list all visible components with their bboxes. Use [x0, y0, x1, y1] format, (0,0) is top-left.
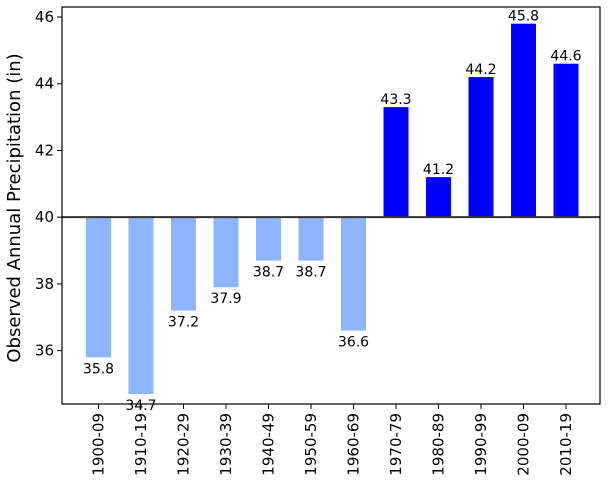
data-label-1980-89: 41.2	[423, 162, 454, 178]
y-tick-label: 36	[35, 342, 54, 360]
bar-1970-79	[383, 107, 409, 218]
x-tick-label-1940-49: 1940-49	[260, 413, 278, 476]
data-label-1940-49: 38.7	[253, 265, 284, 281]
data-label-1960-69: 36.6	[338, 335, 369, 351]
bar-1980-89	[426, 177, 451, 218]
x-tick-label-2010-19: 2010-19	[557, 413, 575, 476]
bar-1990-99	[468, 77, 494, 218]
bars-group	[86, 23, 579, 394]
data-label-1990-99: 44.2	[465, 62, 496, 78]
x-tick-label-1930-39: 1930-39	[217, 413, 235, 476]
bar-1940-49	[256, 217, 281, 261]
data-labels-group: 35.834.737.237.938.7 38.736.643.341.244.2…	[83, 9, 582, 414]
bar-1910-19	[128, 217, 154, 394]
x-tick-label-2000-09: 2000-09	[515, 413, 533, 476]
bar-1900-09	[86, 217, 111, 358]
plot-frame	[61, 6, 601, 405]
x-tick-label-1900-09: 1900-09	[90, 413, 108, 476]
data-label-2000-09: 45.8	[508, 9, 539, 25]
data-label-1920-29: 37.2	[168, 315, 199, 331]
bar-1920-29	[171, 217, 196, 311]
data-label-2010-19: 44.6	[550, 49, 581, 65]
x-tick-label-1920-29: 1920-29	[175, 413, 193, 476]
data-label-1900-09: 35.8	[83, 361, 114, 377]
y-tick-label: 42	[35, 141, 54, 159]
y-axis-title: Observed Annual Precipitation (in)	[4, 53, 25, 362]
x-tick-label-1970-79: 1970-79	[387, 413, 405, 476]
x-tick-label-1950-59: 1950-59	[302, 413, 320, 476]
x-tick-label-1960-69: 1960-69	[345, 413, 363, 476]
data-label-1930-39: 37.9	[210, 291, 241, 307]
bar-1960-69	[341, 217, 366, 331]
data-label-1970-79: 43.3	[380, 92, 411, 108]
y-tick-label: 44	[35, 75, 54, 93]
y-tick-label: 40	[35, 208, 54, 226]
data-label-1950-59: 38.7	[295, 265, 326, 281]
y-tick-label: 38	[35, 275, 54, 293]
x-tick-label-1980-89: 1980-89	[430, 413, 448, 476]
bar-2000-09	[511, 23, 536, 218]
y-tick-label: 46	[35, 8, 54, 26]
x-tick-label-1910-19: 1910-19	[132, 413, 150, 476]
x-tick-label-1990-99: 1990-99	[472, 413, 490, 476]
axes-group: 36 38 40 42 44 46 1900-09 1910-19 1920-29 1930-39…	[35, 6, 601, 476]
bar-1930-39	[213, 217, 239, 288]
bar-2010-19	[553, 63, 579, 218]
bar-1950-59	[298, 217, 324, 261]
